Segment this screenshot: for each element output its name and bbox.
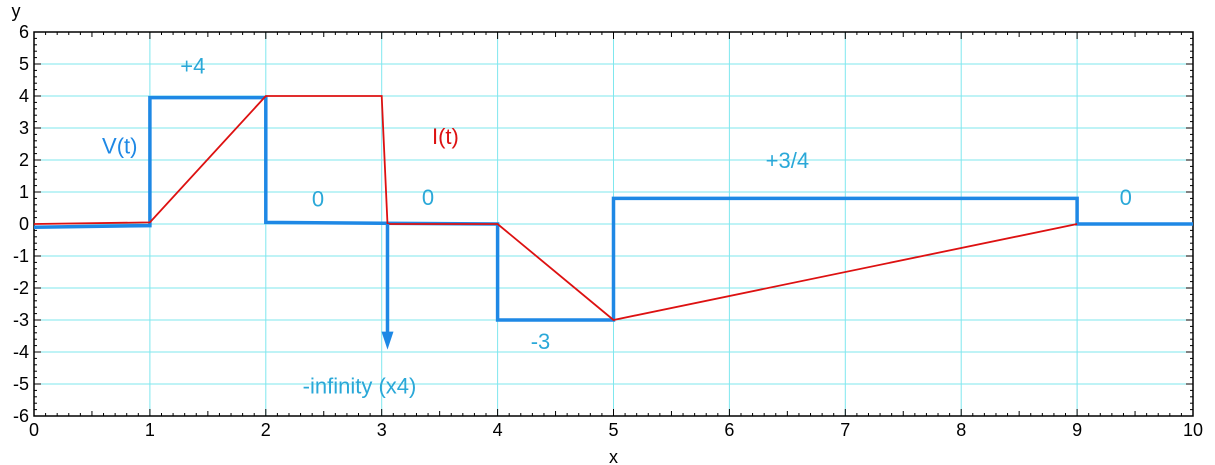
y-tick-label: -5 — [13, 374, 29, 394]
y-tick-label: 4 — [19, 86, 29, 106]
y-axis-label: y — [12, 1, 21, 21]
x-tick-label: 7 — [840, 420, 850, 440]
x-tick-label: 6 — [724, 420, 734, 440]
annotation-label: -3 — [531, 329, 551, 354]
y-tick-label: 0 — [19, 214, 29, 234]
y-tick-label: -1 — [13, 246, 29, 266]
x-tick-label: 1 — [145, 420, 155, 440]
x-tick-label: 9 — [1072, 420, 1082, 440]
y-tick-labels: -6 -5 -4 -3 -2 -1 0 1 2 3 4 5 6 — [13, 22, 29, 426]
y-tick-label: 1 — [19, 182, 29, 202]
series-line-voltage — [33, 95, 1193, 322]
annotations: +4 V(t) 0 I(t) 0 -3 +3/4 0 — [102, 54, 1132, 354]
x-tick-label: 10 — [1183, 420, 1203, 440]
x-tick-label: 2 — [261, 420, 271, 440]
x-tick-label: 8 — [956, 420, 966, 440]
x-tick-label: 5 — [608, 420, 618, 440]
y-tick-label: -2 — [13, 278, 29, 298]
x-axis-label: x — [609, 447, 618, 465]
x-tick-label: 3 — [377, 420, 387, 440]
series-layer — [33, 95, 1193, 322]
y-tick-label: -6 — [13, 406, 29, 426]
annotation-label: 0 — [1120, 185, 1132, 210]
annotation-label: +3/4 — [766, 148, 809, 173]
x-tick-labels: 0 1 2 3 4 5 6 7 8 9 10 — [29, 420, 1203, 440]
annotation-label: 0 — [312, 186, 324, 211]
annotation-label: V(t) — [102, 134, 137, 159]
impulse-arrowhead — [381, 331, 394, 350]
impulse-label: -infinity (x4) — [303, 374, 417, 399]
y-tick-label: -4 — [13, 342, 29, 362]
annotation-label: 0 — [422, 185, 434, 210]
series-line-current — [33, 95, 1078, 321]
y-tick-label: 3 — [19, 118, 29, 138]
annotation-label: +4 — [180, 54, 205, 79]
y-tick-label: 6 — [19, 22, 29, 42]
y-tick-label: -3 — [13, 310, 29, 330]
x-tick-label: 0 — [29, 420, 39, 440]
y-tick-label: 5 — [19, 54, 29, 74]
impulse-layer: -infinity (x4) — [303, 224, 417, 399]
annotation-label: I(t) — [432, 124, 459, 149]
x-tick-label: 4 — [493, 420, 503, 440]
y-tick-label: 2 — [19, 150, 29, 170]
